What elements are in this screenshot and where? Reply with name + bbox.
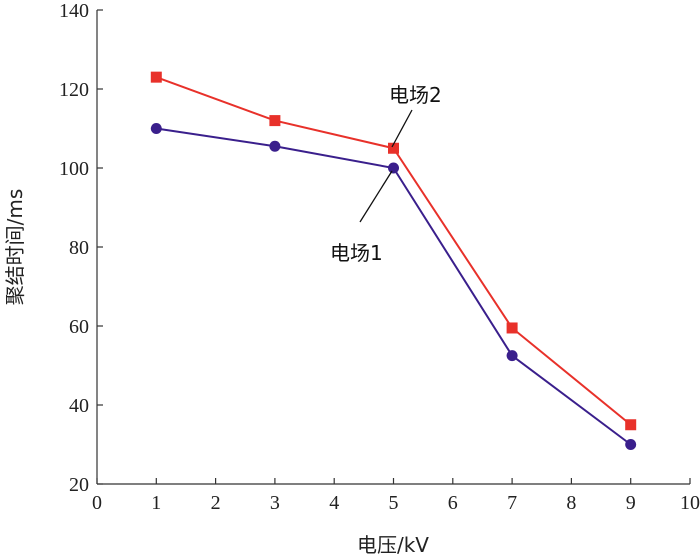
x-tick-label: 5	[389, 492, 399, 514]
series-2-point	[388, 142, 399, 154]
x-tick-label: 4	[329, 492, 339, 514]
series-2-label: 电场2	[389, 83, 442, 107]
x-tick-label: 0	[92, 492, 102, 514]
series-2-point	[506, 322, 518, 334]
series-1-line	[156, 127, 632, 446]
series-2-point	[150, 71, 162, 83]
series-2-line	[155, 76, 632, 426]
series-2-point	[269, 115, 281, 127]
series-1-point	[269, 140, 281, 152]
ticks: 0 1 2 3 4 5 6 7 8 9 10 20 40 60 80 100 120 140	[59, 0, 700, 514]
x-tick-label: 2	[211, 492, 221, 514]
series-2-callout-line	[391, 109, 413, 148]
series-2	[150, 71, 637, 431]
y-tick-label: 60	[69, 316, 89, 338]
series-1-point	[625, 439, 637, 450]
series-layer	[150, 71, 637, 450]
x-tick-label: 3	[270, 492, 280, 514]
y-tick-label: 120	[59, 79, 89, 101]
y-tick-label: 40	[69, 395, 89, 417]
y-tick-label: 140	[59, 0, 89, 22]
series-1	[150, 123, 637, 450]
x-tick-label: 9	[626, 492, 636, 514]
series-2-point	[625, 419, 637, 431]
y-tick-label: 20	[69, 474, 89, 496]
x-axis-title: 电压/kV	[357, 533, 429, 557]
x-tick-label: 10	[680, 492, 700, 514]
series-1-callout: 电场1	[330, 170, 393, 265]
x-tick-label: 7	[507, 492, 517, 514]
y-tick-label: 100	[59, 158, 89, 180]
y-axis-title: 聚结时间/ms	[3, 189, 27, 306]
series-1-label: 电场1	[330, 241, 383, 265]
series-1-point	[150, 123, 162, 134]
series-1-point	[506, 350, 518, 362]
series-1-callout-line	[359, 170, 393, 223]
series-1-point	[388, 162, 399, 174]
x-tick-label: 8	[566, 492, 576, 514]
y-tick-label: 80	[69, 237, 89, 259]
x-tick-label: 1	[151, 492, 161, 514]
x-tick-label: 6	[448, 492, 458, 514]
series-2-callout: 电场2	[389, 83, 442, 148]
axes	[96, 10, 690, 485]
